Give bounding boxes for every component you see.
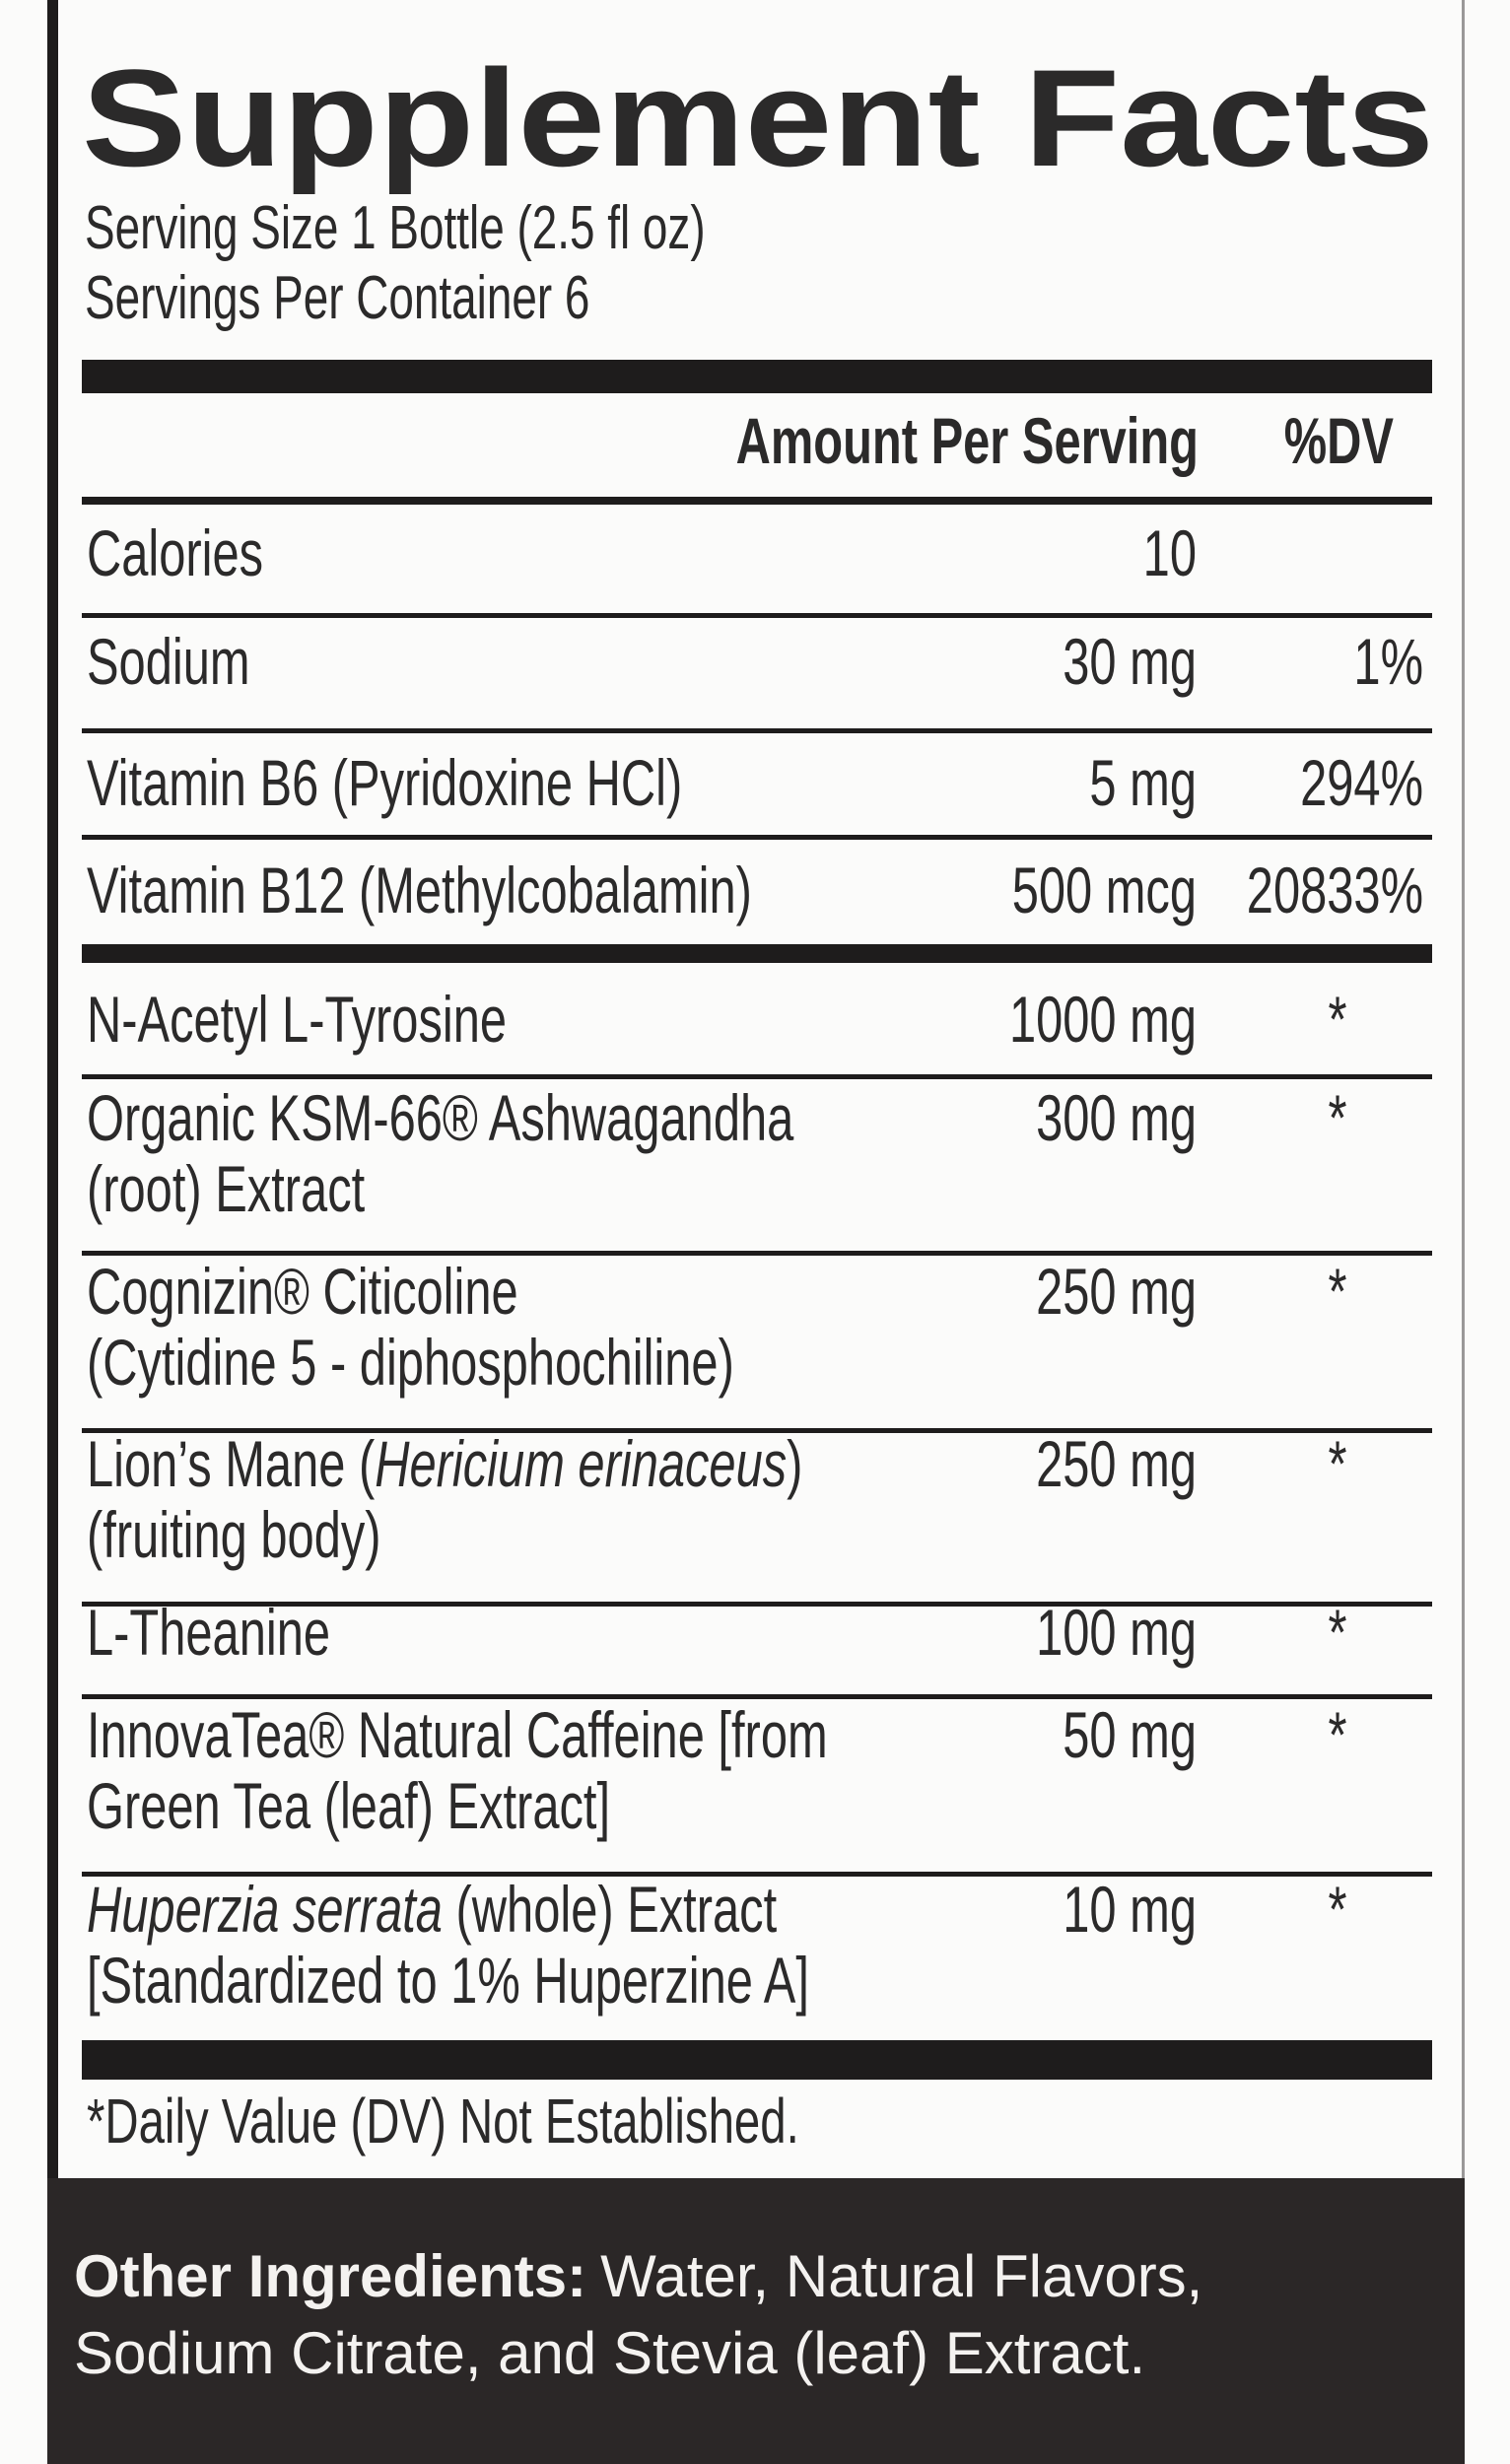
amount: 1000 mg [1009,984,1197,1057]
other-ingredients: Other Ingredients: Water, Natural Flavors… [74,2243,1202,2309]
amount: 250 mg [1036,1256,1197,1329]
name-segment: ) [787,1428,802,1501]
amount: 30 mg [1063,626,1197,699]
row-rule [82,1428,1432,1433]
row-rule [82,1074,1432,1079]
dark-panel [47,2178,1465,2464]
dv: * [1328,1874,1346,1947]
thick-rule [82,360,1432,393]
name-segment: Vitamin B6 (Pyridoxine HCl) [87,747,682,820]
title: Supplement Facts [82,40,1434,195]
amount: 50 mg [1063,1699,1197,1772]
name-segment: InnovaTea® Natural Caffeine [from [87,1699,828,1772]
name-segment: Green Tea (leaf) Extract] [87,1770,610,1843]
condensed-text: Serving Size 1 Bottle (2.5 fl oz)Serving… [85,193,1423,2156]
name-segment: Vitamin B12 (Methylcobalamin) [87,855,752,927]
name-segment: (Cytidine 5 - diphosphochiline) [87,1327,734,1400]
ingredient-name: Huperzia serrata (whole) Extract [87,1874,777,1947]
ingredient-name: Sodium [87,626,250,699]
ingredient-name: N-Acetyl L-Tyrosine [87,984,507,1057]
left-border [47,0,58,2178]
dv: * [1328,984,1346,1057]
ingredient-name: (root) Extract [87,1153,365,1226]
name-segment: Cognizin® Citicoline [87,1256,518,1329]
ingredient-name: Vitamin B12 (Methylcobalamin) [87,855,752,927]
name-segment: Sodium [87,626,250,699]
dv: 1% [1353,626,1423,699]
row-rule [82,1602,1432,1607]
ingredient-name: [Standardized to 1% Huperzine A] [87,1945,809,2018]
ingredient-name: (Cytidine 5 - diphosphochiline) [87,1327,734,1400]
name-segment: (whole) Extract [443,1874,777,1947]
header-amount: Amount Per Serving [736,405,1199,478]
row-rule [82,944,1432,963]
name-segment: (root) Extract [87,1153,365,1226]
dv: 20833% [1247,855,1423,927]
ingredient-name: InnovaTea® Natural Caffeine [from [87,1699,828,1772]
right-border [1462,0,1465,2178]
amount: 250 mg [1036,1428,1197,1501]
thick-rule [82,2040,1432,2080]
amount: 500 mcg [1012,855,1197,927]
ingredient-name: (fruiting body) [87,1499,381,1572]
other-ingredients-label: Other Ingredients: [74,2243,586,2309]
dv: * [1328,1256,1346,1329]
ingredient-name: Green Tea (leaf) Extract] [87,1770,610,1843]
dv: 294% [1300,747,1423,820]
name-segment: Calories [87,517,263,590]
name-segment: Huperzia serrata [87,1874,443,1947]
name-segment: Organic KSM-66® Ashwagandha [87,1082,794,1155]
row-rule [82,613,1432,618]
ingredient-name: Organic KSM-66® Ashwagandha [87,1082,794,1155]
other-ingredients-text: Sodium Citrate, and Stevia (leaf) Extrac… [74,2320,1145,2386]
ingredient-name: L-Theanine [87,1597,330,1670]
name-segment: Hericium erinaceus [375,1428,787,1501]
dv: * [1328,1597,1346,1670]
servings-per-container: Servings Per Container 6 [85,263,589,331]
amount: 300 mg [1036,1082,1197,1155]
dv: * [1328,1428,1346,1501]
ingredient-name: Lion’s Mane (Hericium erinaceus) [87,1428,802,1501]
name-segment: L-Theanine [87,1597,330,1670]
row-rule [82,1694,1432,1699]
amount: 10 mg [1063,1874,1197,1947]
amount: 5 mg [1089,747,1197,820]
name-segment: Lion’s Mane ( [87,1428,375,1501]
medium-rule [82,497,1432,505]
name-segment: [Standardized to 1% Huperzine A] [87,1945,809,2018]
row-rule [82,1872,1432,1877]
dv: * [1328,1699,1346,1772]
row-rule [82,835,1432,840]
header-dv: %DV [1284,405,1394,478]
dv: * [1328,1082,1346,1155]
amount: 100 mg [1036,1597,1197,1670]
other-ingredients-text: Water, Natural Flavors, [600,2243,1202,2309]
serving-size: Serving Size 1 Bottle (2.5 fl oz) [85,193,706,261]
row-rule [82,728,1432,733]
name-segment: N-Acetyl L-Tyrosine [87,984,507,1057]
ingredient-name: Cognizin® Citicoline [87,1256,518,1329]
row-rule [82,1251,1432,1256]
ingredient-name: Calories [87,517,263,590]
amount: 10 [1143,517,1197,590]
footnote: *Daily Value (DV) Not Established. [87,2086,799,2156]
ingredient-name: Vitamin B6 (Pyridoxine HCl) [87,747,682,820]
name-segment: (fruiting body) [87,1499,381,1572]
